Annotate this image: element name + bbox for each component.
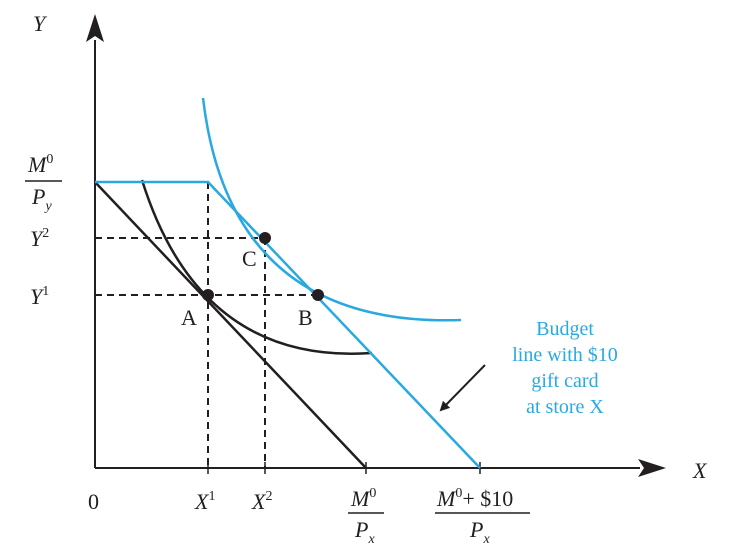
x2-base: X xyxy=(251,489,267,514)
y2-base: Y xyxy=(30,226,45,251)
y-axis-label: Y xyxy=(33,11,48,36)
point-a-label: A xyxy=(181,305,197,330)
m0px-denominator: Px xyxy=(354,517,375,547)
y2-label: Y2 xyxy=(30,226,49,251)
annotation-line-2: line with $10 xyxy=(512,344,618,366)
y2-sup: 2 xyxy=(42,226,49,241)
y1-sup: 1 xyxy=(42,284,49,299)
gift-denominator: Px xyxy=(469,517,490,547)
m0py-den-base: P xyxy=(31,184,45,209)
annotation-line-4: at store X xyxy=(526,396,604,418)
gift-num-base: M xyxy=(436,486,457,511)
m0px-den-sub: x xyxy=(367,532,375,547)
x2-label: X2 xyxy=(251,489,272,514)
m0py-denominator: Py xyxy=(31,184,52,214)
original-budget-line xyxy=(94,181,367,469)
annotation-arrow xyxy=(439,364,486,412)
x-axis-label: X xyxy=(692,458,708,483)
m0px-den-base: P xyxy=(354,517,368,542)
indifference-curve-c xyxy=(201,97,462,322)
x1-label: X1 xyxy=(194,489,215,514)
m0px-numerator: M0 xyxy=(350,486,376,511)
x1-sup: 1 xyxy=(208,489,215,504)
annotation-line-3: gift card xyxy=(531,370,598,392)
m0py-numerator: M0 xyxy=(27,152,53,177)
point-a-dot xyxy=(202,289,214,301)
gift-card-budget-line xyxy=(95,180,481,469)
m0px-num-sup: 0 xyxy=(369,486,376,501)
y1-base: Y xyxy=(30,284,45,309)
origin-label: 0 xyxy=(88,489,99,514)
x-axis-arrowhead xyxy=(638,459,666,477)
point-b-label: B xyxy=(298,305,313,330)
gift-den-base: P xyxy=(469,517,483,542)
m0py-num-sup: 0 xyxy=(46,152,53,167)
gift-num-sup: 0 xyxy=(455,486,462,501)
indifference-curve-a xyxy=(140,179,373,355)
y1-label: Y1 xyxy=(30,284,49,309)
x2-sup: 2 xyxy=(265,489,272,504)
point-c-dot xyxy=(259,232,271,244)
gift-den-sub: x xyxy=(482,532,490,547)
y-axis-arrowhead xyxy=(86,14,104,42)
m0py-num-base: M xyxy=(27,152,48,177)
annotation-line-1: Budget xyxy=(536,318,594,340)
m0px-num-base: M xyxy=(350,486,371,511)
gift-num-rest: + $10 xyxy=(462,486,513,511)
point-c-label: C xyxy=(242,246,257,271)
point-b-dot xyxy=(312,289,324,301)
x1-base: X xyxy=(194,489,210,514)
m0py-den-sub: y xyxy=(43,199,52,214)
gift-numerator: M0+ $10 xyxy=(436,486,513,511)
